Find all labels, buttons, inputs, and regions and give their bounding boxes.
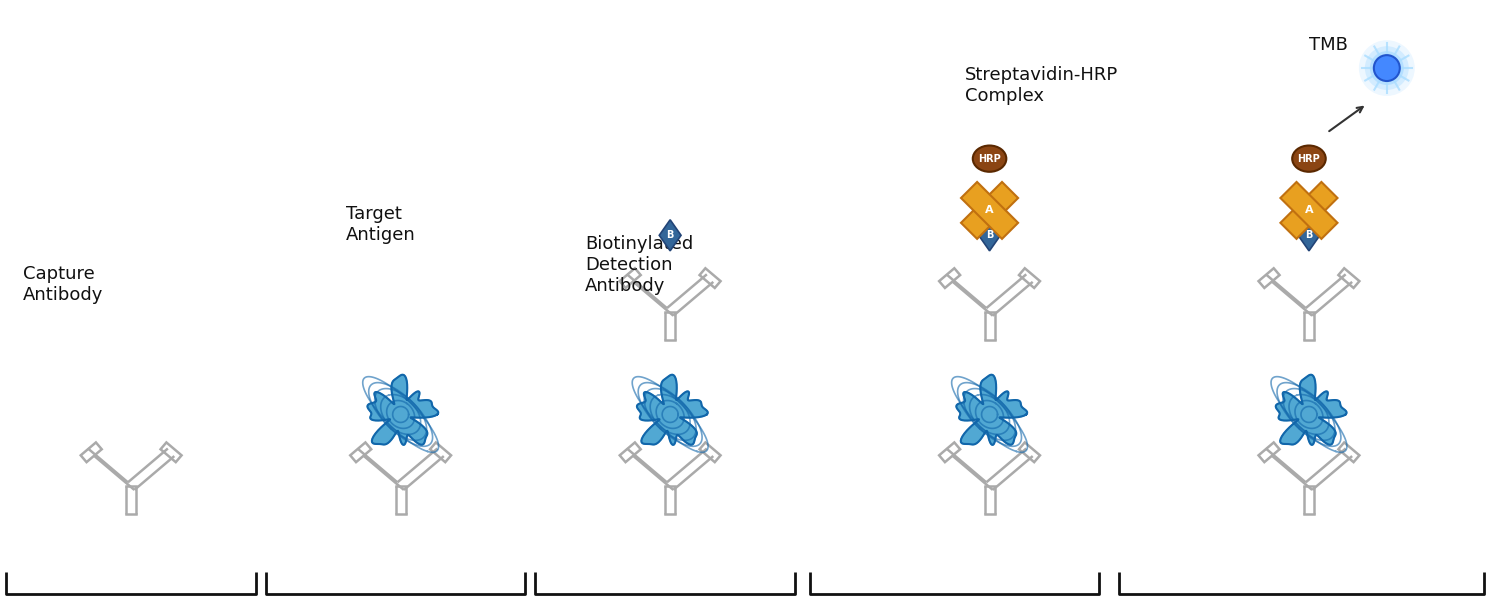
Polygon shape (962, 182, 1018, 239)
Polygon shape (1281, 182, 1338, 239)
Polygon shape (978, 220, 1000, 251)
Circle shape (1365, 46, 1408, 90)
Polygon shape (1281, 182, 1338, 239)
Polygon shape (368, 374, 438, 445)
Text: A: A (986, 205, 994, 215)
Text: B: B (1305, 230, 1312, 241)
Circle shape (1374, 55, 1400, 81)
Text: HRP: HRP (978, 154, 1000, 164)
Polygon shape (957, 374, 1028, 445)
Text: HRP: HRP (1298, 154, 1320, 164)
Circle shape (1370, 51, 1404, 85)
Text: Target
Antigen: Target Antigen (345, 205, 416, 244)
Text: B: B (666, 230, 674, 241)
Text: TMB: TMB (1310, 36, 1348, 54)
Text: Capture
Antibody: Capture Antibody (24, 265, 104, 304)
Ellipse shape (974, 146, 1006, 172)
Text: B: B (986, 230, 993, 241)
Polygon shape (658, 220, 681, 251)
Polygon shape (1298, 220, 1320, 251)
Ellipse shape (1292, 146, 1326, 172)
Polygon shape (1275, 374, 1347, 445)
Polygon shape (962, 182, 1018, 239)
Text: A: A (1305, 205, 1314, 215)
Text: Streptavidin-HRP
Complex: Streptavidin-HRP Complex (964, 66, 1118, 105)
Text: Biotinylated
Detection
Antibody: Biotinylated Detection Antibody (585, 235, 693, 295)
Polygon shape (638, 374, 708, 445)
Circle shape (1359, 40, 1414, 96)
